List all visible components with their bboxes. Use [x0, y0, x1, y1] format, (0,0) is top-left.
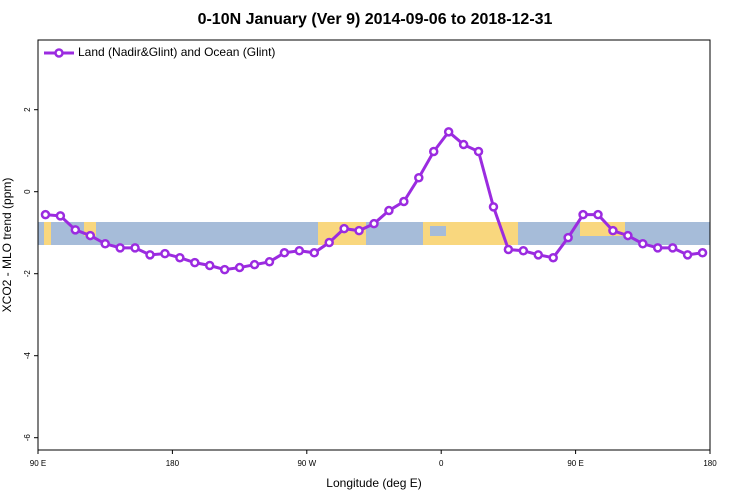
point [682, 250, 693, 260]
point [652, 243, 663, 253]
point [638, 239, 648, 249]
x-tick-label: 0 [439, 459, 444, 468]
point [563, 232, 573, 243]
point [533, 250, 544, 260]
x-axis-label: Longitude (deg E) [326, 476, 421, 490]
point [339, 223, 349, 234]
point [697, 248, 708, 258]
point [55, 211, 66, 221]
point [458, 139, 469, 150]
point [414, 173, 424, 183]
point [354, 225, 364, 236]
point [548, 252, 558, 263]
point [160, 248, 170, 259]
point [145, 250, 155, 260]
point [85, 230, 96, 241]
point [100, 239, 110, 249]
point [593, 209, 603, 220]
x-tick-label: 90 E [567, 459, 583, 468]
point [428, 146, 439, 157]
point [115, 243, 125, 253]
legend-marker [54, 48, 64, 58]
y-tick-label: 0 [23, 189, 32, 194]
legend-label: Land (Nadir&Glint) and Ocean (Glint) [78, 45, 275, 59]
point [294, 245, 305, 256]
point [518, 245, 529, 256]
y-tick-label: -2 [23, 270, 32, 278]
y-tick-label: -4 [23, 352, 32, 360]
x-tick-label: 180 [166, 459, 180, 468]
point [190, 257, 200, 268]
land [423, 222, 518, 245]
ocean [38, 222, 710, 245]
point [443, 127, 454, 137]
point [130, 243, 140, 253]
point [175, 252, 185, 263]
plot-frame [37, 39, 711, 451]
series-line [45, 129, 703, 272]
point [667, 243, 678, 253]
lake [430, 226, 446, 236]
point [234, 262, 245, 273]
chart-title: 0-10N January (Ver 9) 2014-09-06 to 2018… [198, 11, 553, 28]
point [503, 244, 514, 255]
x-tick-label: 90 E [30, 459, 46, 468]
point [309, 248, 320, 258]
point [249, 259, 260, 270]
point [384, 205, 394, 216]
point [623, 230, 633, 241]
point [324, 237, 334, 248]
point [399, 196, 409, 207]
point [473, 146, 484, 157]
y-tick-label: 2 [23, 107, 32, 112]
point [608, 225, 618, 236]
point [219, 264, 230, 275]
point [279, 248, 290, 258]
x-tick-label: 180 [703, 459, 717, 468]
point [40, 209, 51, 220]
y-axis-label: XCO2 - MLO trend (ppm) [0, 178, 14, 313]
land [44, 222, 51, 245]
point [204, 260, 215, 271]
map-strip [38, 222, 710, 245]
point [488, 202, 499, 212]
point [578, 209, 588, 220]
point [369, 218, 379, 229]
y-tick-label: -6 [23, 434, 32, 442]
point [70, 225, 81, 235]
point [264, 257, 275, 267]
x-tick-label: 90 W [297, 459, 316, 468]
